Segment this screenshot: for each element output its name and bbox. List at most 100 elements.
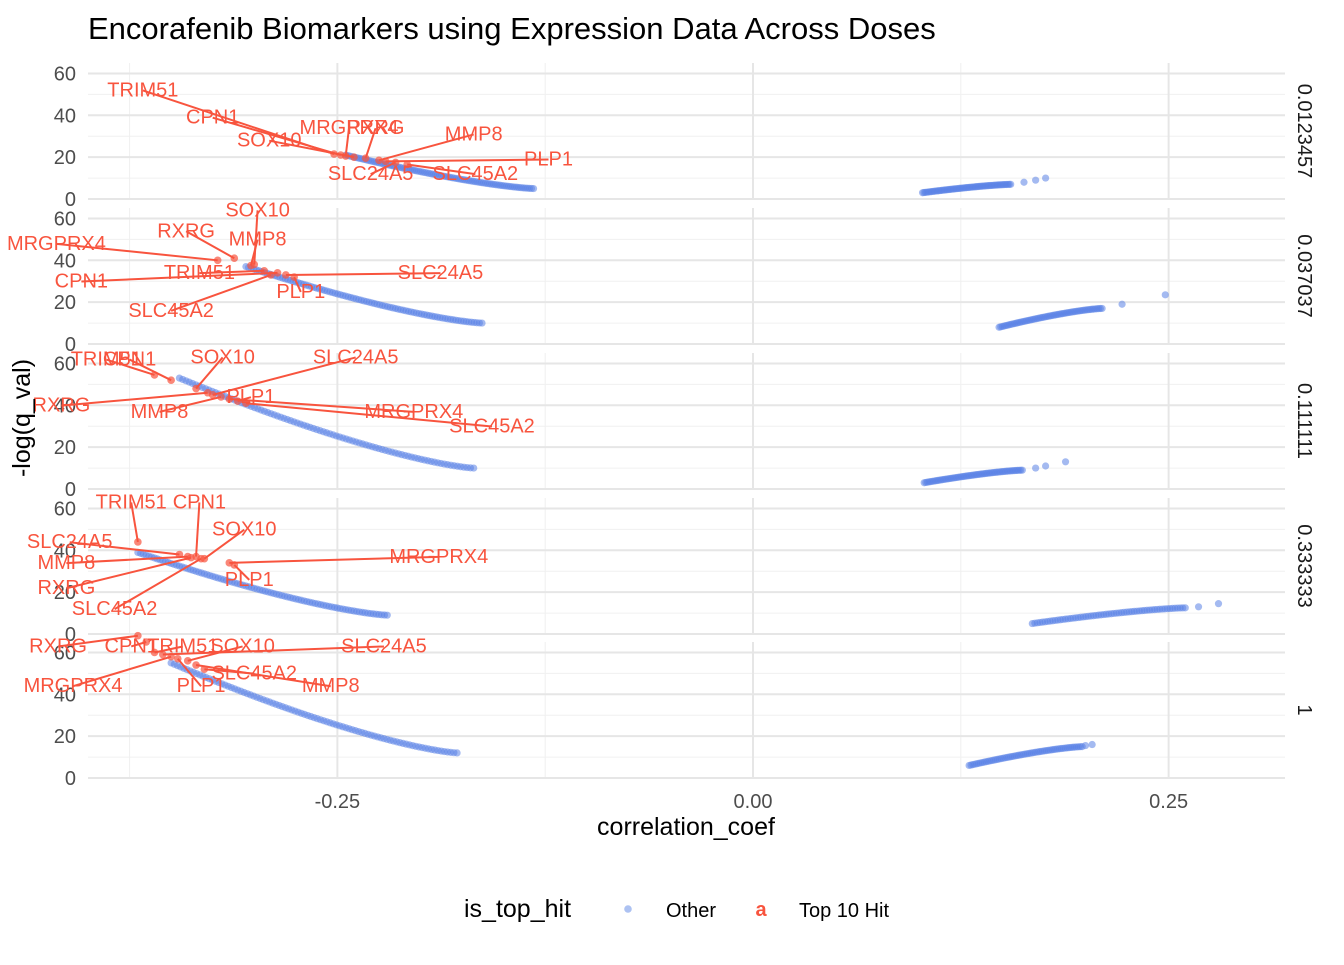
- label-leader-line: [195, 502, 201, 557]
- gene-label: RXRG: [29, 635, 87, 657]
- y-tick-label: 20: [54, 726, 76, 748]
- data-point-other: [1042, 462, 1050, 470]
- data-point-other: [383, 611, 391, 619]
- gene-label: MRGPRX4: [300, 117, 399, 139]
- y-tick-label: 0: [65, 768, 76, 790]
- data-point-top-hit: [403, 160, 412, 169]
- label-leader-line: [344, 128, 351, 157]
- data-point-other: [1007, 180, 1015, 188]
- data-point-top-hit: [341, 152, 350, 160]
- facet-panel: 0 20 40 60 0.037037 SOX10 RXRG MRGPRX4 MMP8 TRIM5…: [7, 199, 1315, 356]
- label-leader-line: [407, 163, 476, 176]
- gene-label: PLP1: [524, 149, 573, 171]
- label-leader-line: [203, 528, 245, 560]
- gene-label: MRGPRX4: [389, 546, 488, 568]
- y-tick-label: 60: [54, 353, 76, 375]
- data-point-top-hit: [242, 399, 250, 408]
- facet-strip-label: 0.111111: [1293, 383, 1315, 459]
- data-point-top-hit: [192, 661, 200, 669]
- gene-label: SOX10: [237, 130, 301, 152]
- y-tick-label: 40: [54, 105, 76, 127]
- data-point-top-hit: [167, 376, 175, 385]
- label-leader-line: [285, 272, 441, 276]
- data-point-top-hit: [208, 391, 217, 399]
- legend-label-other: Other: [666, 900, 716, 922]
- data-point-top-hit: [150, 371, 159, 379]
- gene-label: SLC24A5: [27, 531, 113, 553]
- data-point-top-hit: [217, 393, 225, 401]
- gene-label: MRGPRX4: [7, 233, 106, 255]
- label-leader-line: [162, 645, 384, 656]
- x-tick-label: 0.00: [734, 791, 773, 813]
- gene-label: MRGPRX4: [24, 675, 123, 697]
- facet-strip-label: 1: [1293, 704, 1315, 715]
- x-tick-label: -0.25: [315, 791, 361, 813]
- y-tick-label: 0: [65, 334, 76, 356]
- data-point-top-hit: [197, 554, 205, 563]
- gene-label: TRIM51: [71, 349, 142, 371]
- data-point-top-hit: [150, 648, 159, 657]
- legend-key-top-hit: a: [755, 899, 767, 921]
- gene-label: SLC45A2: [449, 416, 535, 438]
- label-leader-line: [187, 645, 243, 662]
- label-leader-line: [57, 634, 139, 648]
- y-tick-label: 40: [54, 540, 76, 562]
- data-point-top-hit: [142, 638, 150, 646]
- data-point-top-hit: [282, 271, 290, 279]
- legend-title: is_top_hit: [464, 895, 571, 923]
- y-tick-label: 20: [54, 292, 76, 314]
- gene-label: CPN1: [55, 271, 108, 293]
- gene-label: SLC24A5: [313, 346, 399, 368]
- gene-label: SLC45A2: [433, 163, 519, 185]
- gene-label: SOX10: [210, 635, 274, 657]
- y-tick-label: 20: [54, 147, 76, 169]
- legend: is_top_hit Other a Top 10 Hit: [464, 895, 889, 923]
- y-tick-label: 0: [65, 624, 76, 646]
- gene-label: TRIM51: [164, 262, 235, 284]
- data-point-other: [1042, 174, 1050, 182]
- data-point-top-hit: [187, 553, 195, 562]
- label-leader-line: [245, 402, 493, 428]
- data-point-top-hit: [173, 654, 182, 663]
- data-point-other: [1118, 300, 1126, 308]
- data-point-top-hit: [375, 156, 383, 165]
- data-point-top-hit: [134, 631, 142, 640]
- y-tick-label: 60: [54, 208, 76, 230]
- label-leader-line: [212, 116, 341, 157]
- y-tick-label: 40: [54, 250, 76, 272]
- data-point-top-hit: [267, 271, 275, 279]
- data-point-top-hit: [192, 384, 200, 393]
- gene-label: CPN1: [103, 349, 156, 371]
- data-point-top-hit: [330, 150, 338, 158]
- facet-strip-label: 0.333333: [1293, 524, 1315, 607]
- gene-label: MMP8: [37, 552, 95, 574]
- label-leader-line: [177, 658, 202, 687]
- data-point-top-hit: [233, 397, 242, 405]
- label-leader-line: [229, 398, 414, 413]
- label-leader-line: [185, 230, 235, 260]
- gene-label: RXRG: [33, 395, 91, 417]
- y-axis-title: -log(q_val): [8, 359, 36, 477]
- gene-label: PLP1: [276, 281, 325, 303]
- label-leader-line: [105, 358, 155, 376]
- data-point-top-hit: [247, 261, 255, 270]
- gene-label: MRGPRX4: [364, 401, 463, 423]
- label-leader-line: [69, 541, 180, 556]
- data-point-top-hit: [230, 254, 239, 263]
- gene-label: CPN1: [186, 107, 239, 129]
- data-point-other: [1061, 458, 1070, 466]
- gene-label: MMP8: [131, 401, 189, 423]
- gene-label: MMP8: [302, 675, 360, 697]
- label-leader-line: [129, 358, 172, 382]
- y-tick-label: 60: [54, 642, 76, 664]
- gene-label: SLC24A5: [398, 262, 484, 284]
- gene-label: TRIM51: [96, 491, 167, 513]
- data-point-other: [470, 464, 478, 472]
- data-point-top-hit: [175, 550, 184, 559]
- data-point-top-hit: [273, 269, 282, 277]
